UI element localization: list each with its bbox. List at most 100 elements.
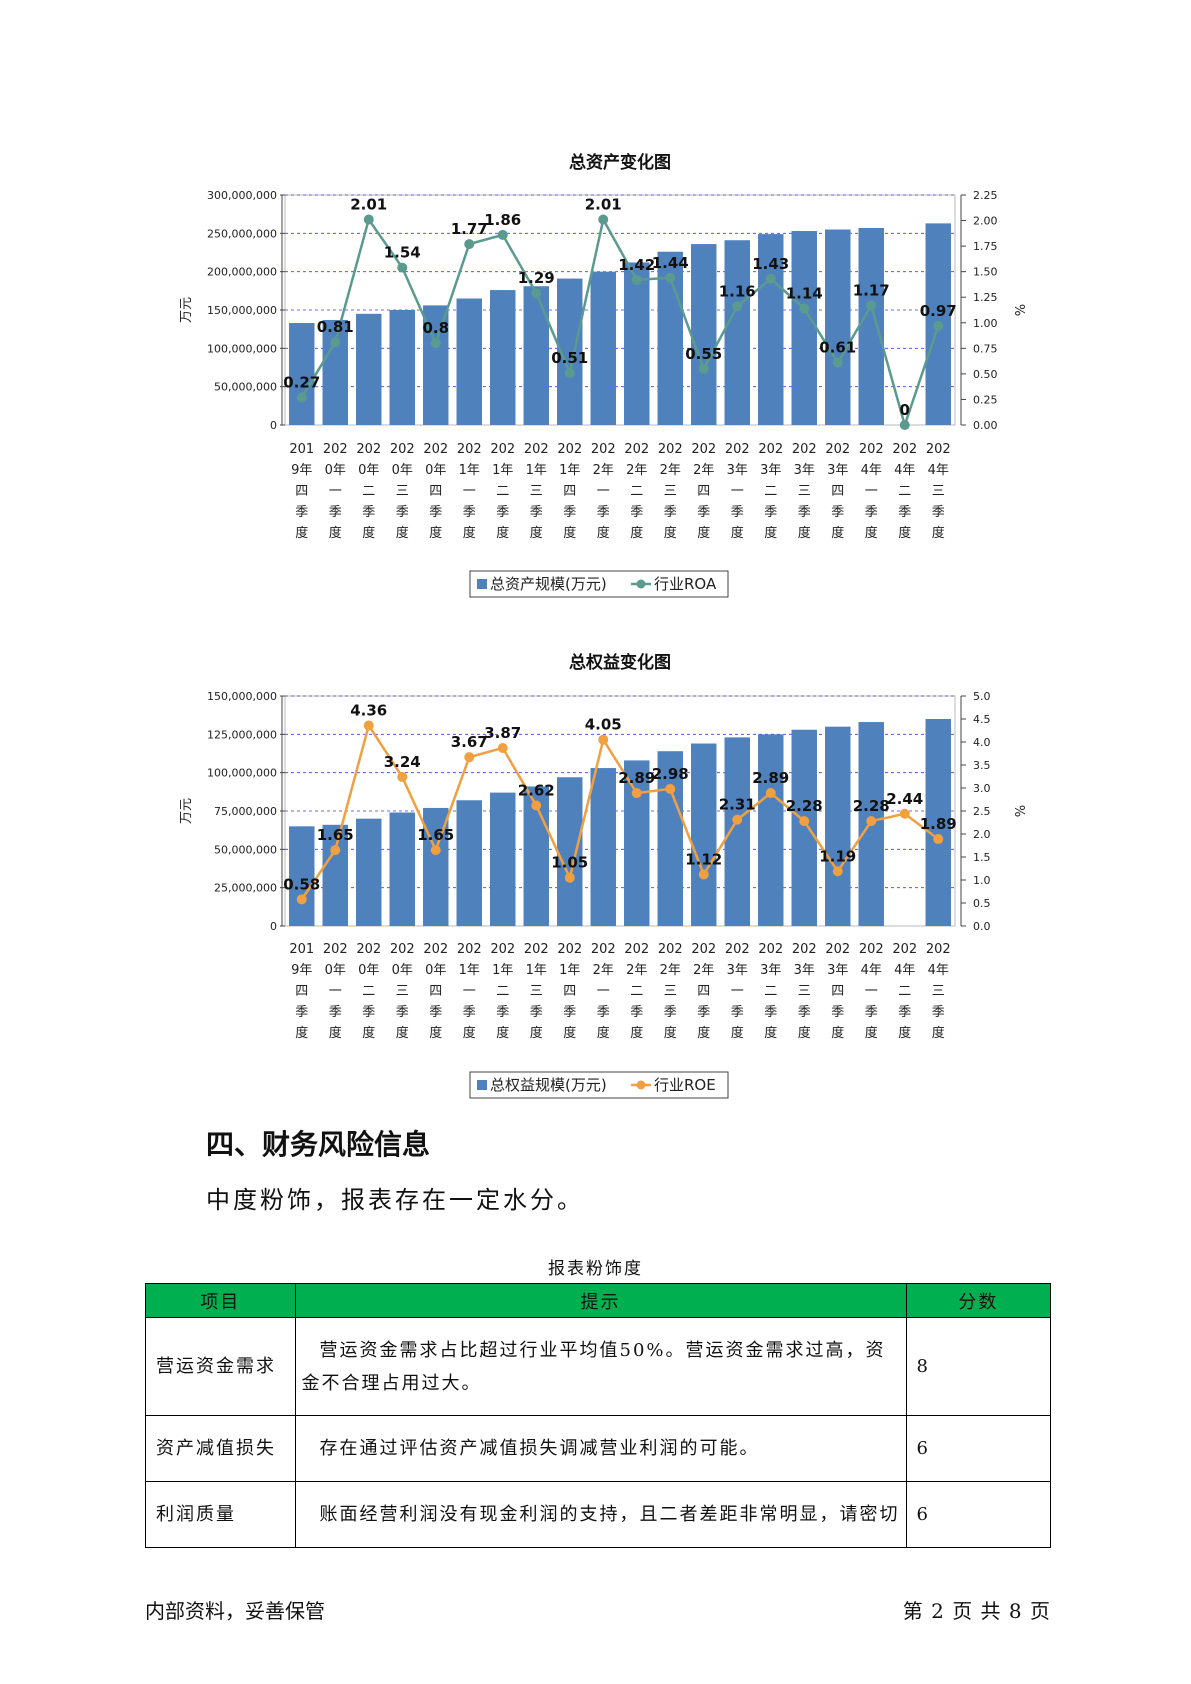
x-tick-label: 二	[496, 484, 509, 499]
data-label: 1.43	[752, 255, 789, 273]
data-label: 0.97	[920, 302, 957, 320]
table-row: 营运资金需求 营运资金需求占比超过行业平均值50%。营运资金需求过高，资金不合理…	[145, 1317, 1052, 1416]
x-tick-label: 度	[463, 525, 476, 541]
x-tick-label: 季	[932, 1005, 945, 1020]
x-tick-label: 202	[457, 442, 482, 457]
x-tick-label: 季	[295, 1005, 308, 1020]
x-tick-label: 202	[524, 442, 549, 457]
x-tick-label: 三	[530, 484, 543, 499]
x-tick-label: 3年	[727, 963, 748, 978]
x-tick-label: 202	[624, 442, 649, 457]
x-tick-label: 4年	[928, 963, 949, 978]
data-label: 1.12	[685, 850, 722, 868]
x-tick-label: 度	[731, 1025, 744, 1041]
bar	[791, 231, 817, 425]
x-tick-label: 202	[825, 942, 850, 957]
charts-canvas: 总资产变化图 0 50,000,000 100,000,000 150,000,000 2…	[179, 152, 1026, 1099]
x-tick-label: 202	[725, 442, 750, 457]
x-tick-label: 一	[463, 984, 476, 999]
legend-line-label: 行业ROE	[654, 1076, 716, 1094]
x-tick-label: 202	[591, 442, 616, 457]
x-tick-label: 季	[597, 1005, 610, 1020]
line-point	[430, 338, 441, 349]
x-tick-label: 2年	[693, 963, 714, 978]
row-hint: 账面经营利润没有现金利润的支持，且二者差距非常明显，请密切	[294, 1481, 907, 1548]
x-tick-label: 二	[764, 984, 777, 999]
bar	[322, 824, 348, 926]
y2-tick-label: 2.25	[973, 189, 998, 202]
x-tick-label: 3年	[794, 963, 815, 978]
line-point	[765, 788, 776, 799]
x-tick-label: 季	[295, 505, 308, 520]
y2-tick-label: 2.00	[973, 215, 998, 228]
data-label: 1.65	[317, 826, 354, 844]
x-tick-label: 季	[664, 1005, 677, 1020]
x-tick-label: 度	[295, 1025, 308, 1041]
x-tick-label: 度	[697, 525, 710, 541]
line-point	[497, 742, 508, 753]
data-label: 4.36	[350, 701, 387, 719]
x-tick-label: 202	[490, 942, 515, 957]
x-tick-label: 202	[892, 942, 917, 957]
footer-note: 内部资料，妥善保管	[145, 1599, 325, 1623]
x-tick-label: 季	[697, 1005, 710, 1020]
bar	[456, 298, 482, 425]
x-tick-label: 度	[798, 525, 811, 541]
line-point	[497, 229, 508, 240]
x-tick-label: 季	[597, 505, 610, 520]
line-point	[665, 272, 676, 283]
header-score: 分数	[905, 1283, 1052, 1318]
x-tick-label: 四	[295, 484, 308, 499]
x-tick-label: 度	[530, 525, 543, 541]
x-tick-label: 度	[329, 525, 342, 541]
x-tick-label: 0年	[425, 463, 446, 478]
x-tick-label: 度	[865, 525, 878, 541]
bar	[724, 737, 750, 926]
bar	[691, 743, 717, 926]
x-tick-label: 2年	[626, 463, 647, 478]
x-tick-label: 季	[329, 1005, 342, 1020]
data-label: 2.28	[786, 797, 823, 815]
x-tick-label: 一	[731, 484, 744, 499]
x-tick-label: 三	[396, 484, 409, 499]
data-label: 1.44	[652, 254, 689, 272]
risk-table: 项目 提示 分数 营运资金需求 营运资金需求占比超过行业平均值50%。营运资金需…	[145, 1283, 1052, 1548]
x-tick-label: 度	[563, 525, 576, 541]
x-tick-label: 季	[865, 1005, 878, 1020]
line-point	[531, 288, 542, 299]
x-tick-label: 三	[798, 984, 811, 999]
x-tick-label: 202	[926, 942, 951, 957]
line-point	[832, 866, 843, 877]
x-tick-label: 202	[658, 442, 683, 457]
line-point	[698, 869, 709, 880]
x-tick-label: 一	[865, 984, 878, 999]
x-tick-label: 二	[898, 484, 911, 499]
line-point	[531, 800, 542, 811]
line-point	[933, 834, 944, 845]
x-tick-label: 度	[295, 525, 308, 541]
x-tick-label: 季	[731, 1005, 744, 1020]
x-tick-label: 1年	[559, 463, 580, 478]
line-point	[363, 214, 374, 225]
x-tick-label: 202	[356, 442, 381, 457]
line-point	[598, 214, 609, 225]
line-point	[464, 752, 475, 763]
x-tick-label: 度	[396, 525, 409, 541]
x-tick-label: 4年	[894, 463, 915, 478]
line-point	[330, 337, 341, 348]
x-tick-label: 度	[630, 1025, 643, 1041]
y-tick-label: 75,000,000	[214, 805, 277, 818]
x-tick-label: 三	[530, 984, 543, 999]
x-tick-label: 9年	[291, 463, 312, 478]
line-point	[765, 273, 776, 284]
y2-tick-label: 1.25	[973, 291, 998, 304]
x-tick-label: 季	[831, 505, 844, 520]
y2-tick-label: 1.00	[973, 317, 998, 330]
line-point	[397, 771, 408, 782]
x-tick-label: 3年	[727, 463, 748, 478]
x-tick-label: 季	[898, 505, 911, 520]
line-point	[296, 392, 307, 403]
x-tick-label: 202	[557, 942, 582, 957]
y-tick-label: 50,000,000	[214, 381, 277, 394]
y2-tick-label: 2.0	[973, 828, 991, 841]
